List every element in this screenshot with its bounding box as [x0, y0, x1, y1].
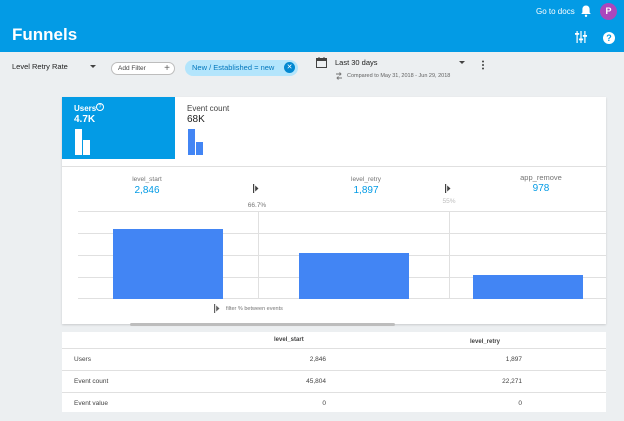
more-vert-icon[interactable]: [481, 60, 485, 70]
sparkline-bar: [75, 129, 82, 155]
event-select-label: Level Retry Rate: [12, 62, 68, 71]
tab-users[interactable]: Users ? 4.7K: [62, 97, 175, 159]
app-bar: Funnels Go to docs P ?: [0, 0, 624, 52]
step-separator: [258, 211, 259, 299]
tab-users-label: Users: [74, 104, 97, 113]
caret-down-icon: [459, 61, 465, 64]
filter-chip-label: New / Established = new: [192, 63, 275, 72]
funnel-card: Users ? 4.7K Event count 68K level_start…: [62, 97, 606, 326]
funnel-bar-level-retry[interactable]: [299, 253, 409, 299]
conversion-marker-icon: [445, 184, 451, 193]
funnel-bar-level-start[interactable]: [113, 229, 223, 299]
table-cell: 22,271: [502, 378, 522, 385]
table-row: Event value 0 0: [62, 392, 606, 414]
sparkline-bar: [188, 129, 195, 155]
tab-users-value: 4.7K: [74, 114, 96, 125]
grid-line: [78, 211, 606, 212]
step-value: 2,846: [134, 185, 160, 196]
row-label: Users: [74, 356, 91, 363]
compare-icon: [336, 72, 342, 80]
table-cell: 0: [518, 400, 522, 407]
sparkline-bar: [83, 140, 90, 155]
date-range-label: Last 30 days: [335, 58, 378, 67]
table-cell: 2,846: [309, 356, 326, 363]
avatar[interactable]: P: [600, 3, 617, 20]
step-name: level_start: [132, 176, 162, 183]
compare-range-text: Compared to May 31, 2018 - Jun 29, 2018: [347, 73, 451, 79]
info-icon[interactable]: ?: [96, 103, 104, 111]
date-range-dropdown[interactable]: Last 30 days: [335, 58, 465, 68]
bell-icon[interactable]: [579, 4, 593, 18]
conversion-marker-icon: [253, 184, 259, 193]
go-to-docs-link[interactable]: Go to docs: [536, 7, 575, 16]
table-row: Event count 45,804 22,271: [62, 370, 606, 392]
tab-event-count-value: 68K: [187, 114, 205, 125]
funnel-bar-app-remove[interactable]: [473, 275, 583, 299]
sparkline-bar: [196, 142, 203, 155]
step-value: 1,897: [353, 185, 379, 196]
calendar-icon: [316, 57, 327, 68]
table-row: Users 2,846 1,897: [62, 348, 606, 370]
step-separator: [449, 211, 450, 299]
page-title: Funnels: [12, 25, 78, 44]
table-cell: 1,897: [505, 356, 522, 363]
event-select-dropdown[interactable]: Level Retry Rate: [12, 62, 100, 76]
funnel-chart: [78, 211, 606, 299]
caret-down-icon: [90, 65, 96, 68]
step-name: level_retry: [351, 176, 381, 183]
table-header: level_retry: [470, 339, 501, 345]
filter-marker-icon: [214, 304, 220, 313]
horizontal-scrollbar[interactable]: [130, 323, 395, 326]
filter-note: filter % between events: [226, 306, 283, 312]
add-filter-label: Add Filter: [118, 65, 146, 72]
funnel-table: level_start level_retry Users 2,846 1,89…: [62, 332, 606, 412]
conversion-rate: 55%: [442, 198, 456, 205]
step-value: 978: [532, 183, 550, 194]
filter-chip[interactable]: New / Established = new ✕: [185, 60, 298, 76]
tab-event-count-label: Event count: [187, 104, 230, 113]
table-cell: 0: [322, 400, 326, 407]
table-header: level_start: [274, 337, 304, 343]
row-label: Event count: [74, 378, 109, 385]
tune-icon[interactable]: [574, 30, 588, 44]
conversion-rate: 66.7%: [247, 202, 267, 209]
divider: [62, 166, 606, 167]
help-icon[interactable]: ?: [603, 32, 615, 44]
table-cell: 45,804: [306, 378, 326, 385]
tab-event-count[interactable]: Event count 68K: [175, 97, 275, 159]
close-icon[interactable]: ✕: [284, 62, 295, 73]
step-name: app_remove: [520, 173, 562, 182]
plus-icon: +: [164, 63, 170, 74]
grid-line: [78, 233, 606, 234]
row-label: Event value: [74, 400, 108, 407]
add-filter-button[interactable]: Add Filter +: [111, 62, 175, 75]
